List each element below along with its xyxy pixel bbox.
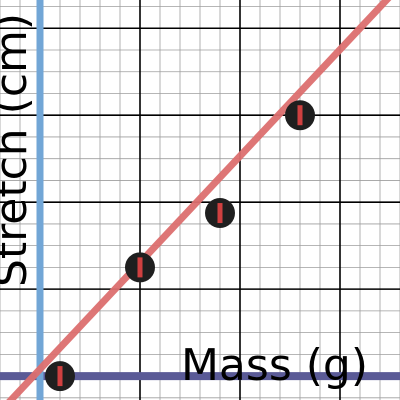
x-axis-title: Mass (g)	[181, 340, 368, 391]
data-points	[45, 100, 315, 392]
data-point	[45, 361, 75, 392]
data-point	[205, 198, 235, 229]
data-point	[125, 252, 155, 283]
data-point	[285, 100, 315, 131]
y-axis-title: Stretch (cm)	[0, 13, 37, 287]
